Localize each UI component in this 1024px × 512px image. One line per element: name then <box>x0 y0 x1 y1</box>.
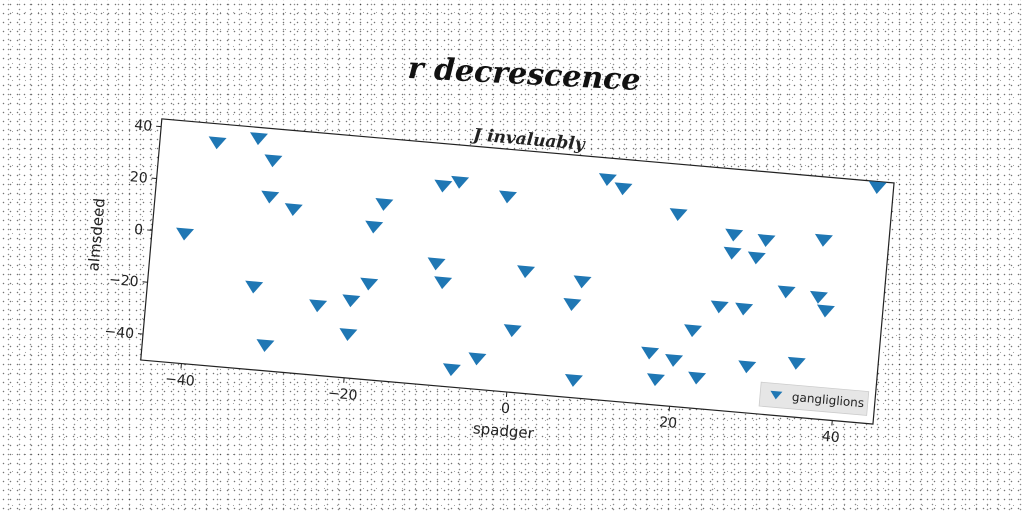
scatter-point <box>309 299 328 313</box>
y-tick-label: 40 <box>134 117 153 134</box>
scatter-point <box>641 346 660 360</box>
scatter-point <box>614 182 633 196</box>
scatter-point <box>665 353 684 367</box>
scatter-point <box>468 352 487 366</box>
scatter-point <box>245 280 264 294</box>
scatter-point <box>208 136 227 150</box>
scatter-point <box>816 304 835 318</box>
scatter-point <box>564 373 583 387</box>
scatter-point <box>777 285 796 299</box>
y-tick-label: 20 <box>129 169 148 186</box>
scatter-point <box>723 246 742 260</box>
scatter-point <box>747 251 766 265</box>
scatter-point <box>365 220 384 234</box>
scatter-point <box>735 302 754 316</box>
legend: gangliglions <box>758 381 870 416</box>
scatter-point <box>598 173 617 187</box>
scatter-point <box>434 179 453 193</box>
scatter-point <box>360 277 379 291</box>
scatter-point <box>868 181 887 194</box>
x-tick-label: −40 <box>165 371 196 390</box>
x-tick-label: 20 <box>658 414 677 431</box>
scatter-point <box>427 257 446 271</box>
scatter-point <box>517 265 536 279</box>
legend-marker-icon <box>770 390 783 400</box>
scatter-point <box>339 328 358 341</box>
y-axis-ticks: −40 −20 0 20 40 <box>104 117 162 343</box>
scatter-point <box>434 276 453 290</box>
scatter-points <box>176 132 887 387</box>
x-tick-label: 40 <box>821 429 840 446</box>
legend-label: gangliglions <box>791 390 864 410</box>
plot-frame <box>140 118 895 425</box>
scatter-point <box>710 300 729 314</box>
scatter-point <box>342 294 361 308</box>
scatter-point <box>250 132 268 146</box>
scatter-point <box>814 233 833 247</box>
scatter-point <box>499 190 517 204</box>
y-tick-label: 0 <box>133 222 143 239</box>
scatter-point <box>563 298 582 311</box>
x-axis-ticks: −40 −20 0 20 40 <box>165 363 840 446</box>
scatter-point <box>264 154 283 168</box>
y-axis-label: almsdeed <box>84 197 108 272</box>
scatter-point <box>669 208 688 221</box>
scatter-point <box>375 198 394 211</box>
scatter-point <box>688 371 707 385</box>
y-tick-label: −40 <box>104 324 135 343</box>
x-tick-label: −20 <box>327 385 358 404</box>
scatter-point <box>442 363 461 377</box>
scatter-point <box>738 360 757 374</box>
scatter-point <box>809 290 828 304</box>
x-axis-label: spadger <box>472 419 535 442</box>
y-tick-label: −20 <box>108 272 139 291</box>
scatter-point <box>647 373 665 387</box>
chart-title: r decrescence <box>407 51 641 98</box>
scatter-point <box>451 175 470 189</box>
x-tick-label: 0 <box>500 401 510 418</box>
scatter-point <box>684 324 703 338</box>
scatter-point <box>256 339 275 353</box>
scatter-point <box>176 227 195 241</box>
scatter-point <box>284 203 303 217</box>
scatter-point <box>503 324 522 338</box>
scatter-point <box>261 190 280 204</box>
scatter-point <box>573 275 592 289</box>
legend-box <box>758 381 870 416</box>
scatter-point <box>757 234 776 247</box>
scatter-point <box>725 228 744 242</box>
scatter-point <box>787 356 806 370</box>
